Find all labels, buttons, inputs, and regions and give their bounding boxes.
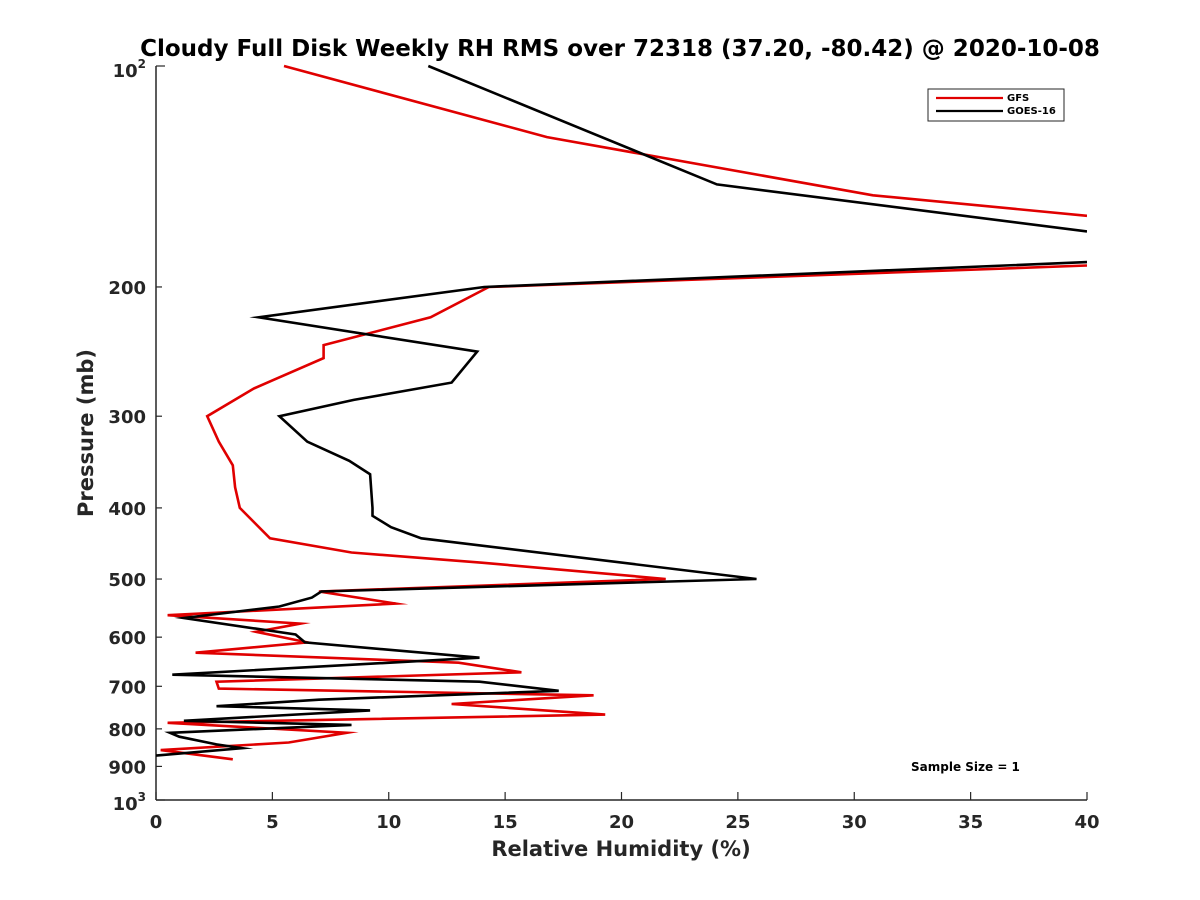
y-bottom-base: 10	[113, 794, 138, 815]
y-bottom-exp: 3	[138, 790, 146, 804]
y-tick-label: 900	[108, 757, 146, 778]
legend-label-goes16: GOES-16	[1007, 106, 1056, 117]
y-top-exp: 2	[138, 57, 146, 71]
y-tick-label: 400	[108, 499, 146, 520]
x-tick-label: 20	[609, 812, 634, 833]
chart-title: Cloudy Full Disk Weekly RH RMS over 7231…	[140, 36, 1100, 62]
y-axis-label: Pressure (mb)	[74, 349, 98, 517]
x-tick-label: 10	[376, 812, 401, 833]
x-axis-label: Relative Humidity (%)	[491, 837, 750, 861]
x-tick-label: 0	[150, 812, 163, 833]
x-tick-label: 5	[266, 812, 279, 833]
y-tick-label-bottom: 103	[113, 790, 146, 815]
y-tick-label: 600	[108, 628, 146, 649]
y-tick-label: 300	[108, 407, 146, 428]
y-top-base: 10	[113, 61, 138, 82]
x-ticks: 0 5 10 15 20 25 30 35 40	[150, 792, 1100, 833]
series-line-gfs	[160, 64, 1087, 761]
sample-size-annotation: Sample Size = 1	[911, 760, 1020, 774]
x-tick-label: 40	[1074, 812, 1099, 833]
series-line-goes16	[156, 64, 1087, 757]
x-tick-label: 30	[842, 812, 867, 833]
x-tick-label: 35	[958, 812, 983, 833]
x-tick-label: 25	[725, 812, 750, 833]
legend-box	[927, 88, 1065, 122]
y-tick-label: 200	[108, 278, 146, 299]
series-group	[156, 64, 1087, 761]
y-tick-label: 800	[108, 720, 146, 741]
y-tick-label: 500	[108, 570, 146, 591]
y-tick-label: 700	[108, 677, 146, 698]
legend-label-gfs: GFS	[1007, 93, 1029, 104]
legend: GFS GOES-16	[927, 88, 1065, 122]
y-ticks: 200 300 400 500 600 700 800 900	[108, 65, 165, 801]
x-tick-label: 15	[493, 812, 518, 833]
y-tick-label-top: 102	[113, 57, 146, 82]
